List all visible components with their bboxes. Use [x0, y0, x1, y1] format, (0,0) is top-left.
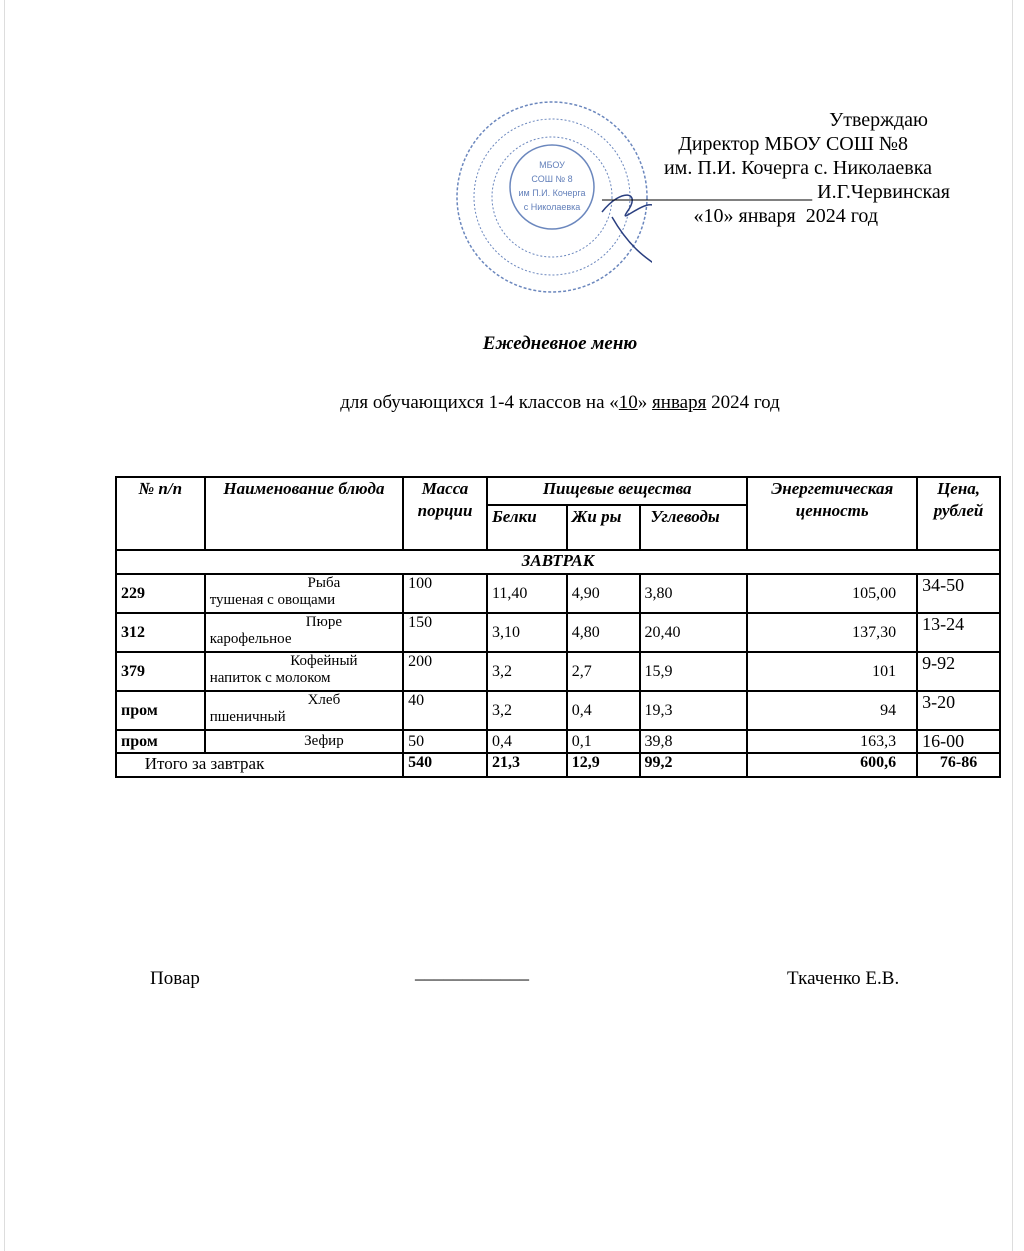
dish-name-line1: Зефир: [304, 733, 344, 749]
dish-name: Кофейный напиток с молоком: [203, 651, 405, 692]
dish-mass: 200: [402, 651, 488, 692]
header-fat: Жи ры: [565, 504, 641, 551]
dish-fat: 0,1: [565, 729, 641, 754]
header-mass: Масса порции: [402, 476, 488, 551]
dish-price: 34-50: [916, 573, 1001, 614]
dish-price: 13-24: [916, 612, 1001, 653]
cook-signature-line: ____________: [415, 962, 529, 983]
dish-name: Рыба тушеная с овощами: [203, 573, 405, 614]
dish-name-line2: тушеная с овощами: [209, 592, 336, 608]
page-edge-right: [1012, 0, 1013, 1251]
dish-fat: 4,90: [565, 573, 641, 614]
dish-carbs: 15,9: [638, 651, 749, 692]
total-label: Итого за завтрак: [114, 752, 405, 778]
stamp-text: МБОУ: [539, 160, 565, 170]
dish-carbs: 3,80: [638, 573, 749, 614]
approval-heading: Утверждаю: [829, 109, 928, 131]
dish-mass: 100: [402, 573, 488, 614]
signature: [601, 194, 652, 264]
dish-energy: 105,00: [746, 573, 919, 614]
dish-protein: 0,4: [485, 729, 568, 754]
dish-name: Хлеб пшеничный: [203, 690, 405, 731]
approval-date: «10» января 2024 год: [693, 205, 878, 227]
stamp-text: им П.И. Кочерга: [519, 188, 586, 198]
dish-name-line2: напиток с молоком: [209, 670, 331, 686]
dish-mass: 150: [402, 612, 488, 653]
dish-protein: 3,2: [485, 690, 568, 731]
dish-number: пром: [115, 690, 206, 731]
total-fat: 12,9: [565, 752, 641, 778]
page-title: Ежедневное меню: [482, 333, 638, 354]
header-num: № п/п: [115, 476, 206, 551]
header-nutrients: Пищевые вещества: [485, 476, 749, 506]
dish-number: пром: [115, 729, 206, 754]
page-subtitle: для обучающихся 1-4 классов на «10» янва…: [0, 392, 1024, 414]
dish-energy: 163,3: [746, 729, 919, 754]
total-protein: 21,3: [485, 752, 568, 778]
subtitle-text: 2024 год: [706, 392, 780, 413]
total-row: Итого за завтрак 540 21,3 12,9 99,2 600,…: [114, 752, 1001, 778]
header-carbs: Углеводы: [638, 504, 749, 551]
school-stamp: МБОУ СОШ № 8 им П.И. Кочерга с Николаевк…: [456, 101, 652, 293]
dish-number: 229: [115, 573, 206, 614]
stamp-text: СОШ № 8: [531, 174, 572, 184]
dish-name-line1: Пюре: [305, 614, 342, 630]
dish-number: 379: [115, 651, 206, 692]
subtitle-day: 10: [618, 392, 638, 413]
table-row: 312 Пюре карофельное 150 3,10 4,80 20,40 137,30…: [115, 612, 1001, 653]
header-name: Наименование блюда: [203, 476, 405, 551]
dish-name-line1: Кофейный: [290, 653, 358, 669]
approval-position: Директор МБОУ СОШ №8: [678, 133, 908, 155]
table-row: 379 Кофейный напиток с молоком 200 3,2 2,7 15,…: [115, 651, 1001, 692]
total-price: 76-86: [916, 752, 1001, 778]
dish-fat: 4,80: [565, 612, 641, 653]
subtitle-text: для обучающихся 1-4 классов на «: [340, 392, 619, 413]
total-energy: 600,6: [746, 752, 919, 778]
dish-fat: 2,7: [565, 651, 641, 692]
dish-price: 9-92: [916, 651, 1001, 692]
dish-number: 312: [115, 612, 206, 653]
approval-signatory: _____________________ И.Г.Червинская: [602, 181, 950, 203]
stamp-text: с Николаевка: [524, 202, 581, 212]
dish-protein: 11,40: [485, 573, 568, 614]
dish-carbs: 19,3: [638, 690, 749, 731]
dish-carbs: 39,8: [638, 729, 749, 754]
subtitle-month: января: [652, 392, 707, 413]
total-carbs: 99,2: [638, 752, 749, 778]
dish-name: Пюре карофельное: [203, 612, 405, 653]
approval-block: Утверждаю Директор МБОУ СОШ №8 им. П.И. …: [560, 108, 980, 228]
table-row: 229 Рыба тушеная с овощами 100 11,40 4,90 3,80…: [115, 573, 1001, 614]
dish-mass: 50: [402, 729, 488, 754]
dish-protein: 3,2: [485, 651, 568, 692]
dish-price: 3-20: [916, 690, 1001, 731]
cook-label: Повар: [150, 968, 200, 989]
cook-name: Ткаченко Е.В.: [787, 968, 900, 989]
dish-name-line2: карофельное: [209, 631, 292, 647]
table-row: пром Зефир 50 0,4 0,1 39,8 163,3 16-00: [115, 729, 1001, 754]
approval-school: им. П.И. Кочерга с. Николаевка: [663, 157, 932, 179]
table-row: пром Хлеб пшеничный 40 3,2 0,4 19,3 94 3-20: [115, 690, 1001, 731]
dish-name: Зефир: [203, 729, 405, 754]
header-protein: Белки: [485, 504, 568, 551]
header-energy: Энергетическая ценность: [746, 476, 919, 551]
dish-name-line1: Рыба: [307, 575, 341, 591]
dish-energy: 94: [746, 690, 919, 731]
subtitle-text: »: [637, 392, 653, 413]
dish-carbs: 20,40: [638, 612, 749, 653]
menu-table: № п/п Наименование блюда Масса порции Пи…: [114, 476, 1001, 778]
dish-name-line2: пшеничный: [209, 709, 286, 725]
header-price: Цена, рублей: [916, 476, 1001, 551]
dish-mass: 40: [402, 690, 488, 731]
dish-protein: 3,10: [485, 612, 568, 653]
dish-fat: 0,4: [565, 690, 641, 731]
dish-name-line1: Хлеб: [307, 692, 341, 708]
dish-energy: 137,30: [746, 612, 919, 653]
page-edge-left: [4, 0, 5, 1251]
dish-price: 16-00: [916, 729, 1001, 754]
total-mass: 540: [402, 752, 488, 778]
dish-energy: 101: [746, 651, 919, 692]
section-breakfast: ЗАВТРАК: [115, 549, 1001, 575]
